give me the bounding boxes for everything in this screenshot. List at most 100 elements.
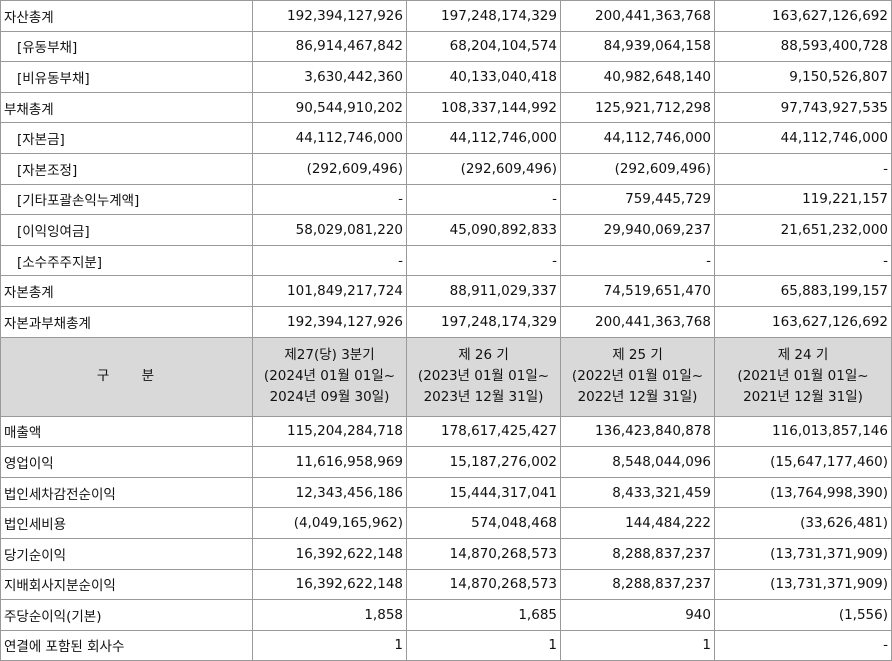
value-cell: 574,048,468 (406, 507, 561, 539)
income-statement-section: 매출액 115,204,284,718 178,617,425,427 136,423… (0, 415, 892, 661)
period-to: 2021년 12월 31일) (743, 389, 863, 406)
row-label: 지배회사지분순이익 (0, 568, 253, 601)
value-cell: 192,394,127,926 (252, 305, 407, 338)
value-cell: 8,548,044,096 (560, 446, 715, 478)
table-row: 자산총계 192,394,127,926 197,248,174,329 200,44… (0, 0, 892, 32)
period-name: 제 26 기 (458, 347, 509, 364)
value-cell: 14,870,268,573 (406, 568, 561, 601)
table-row: 영업이익 11,616,958,969 15,187,276,002 8,548,04… (0, 446, 892, 478)
value-cell: 40,982,648,140 (560, 61, 715, 93)
value-cell: 101,849,217,724 (252, 275, 407, 307)
period-to: 2023년 12월 31일) (423, 389, 544, 406)
value-cell: 88,911,029,337 (406, 275, 561, 307)
table-row: 당기순이익 16,392,622,148 14,870,268,573 8,288,8… (0, 537, 892, 570)
value-cell: (292,609,496) (252, 152, 407, 185)
value-cell: 15,187,276,002 (406, 446, 561, 478)
value-cell: 21,651,232,000 (714, 214, 892, 246)
value-cell: 14,870,268,573 (406, 537, 561, 570)
value-cell: (13,731,371,909) (714, 568, 892, 601)
value-cell: (13,731,371,909) (714, 537, 892, 570)
value-cell: 144,484,222 (560, 507, 715, 539)
row-label: 자본과부채총계 (0, 305, 253, 338)
header-period-2: 제 25 기 (2022년 01월 01일~ 2022년 12월 31일) (560, 336, 715, 417)
value-cell: 97,743,927,535 (714, 91, 892, 124)
table-row: [이익잉여금] 58,029,081,220 45,090,892,833 29,94… (0, 214, 892, 246)
value-cell: 44,112,746,000 (406, 122, 561, 154)
row-label: [소수주주지분] (0, 244, 253, 277)
value-cell: 178,617,425,427 (406, 415, 561, 448)
row-label: [자본금] (0, 122, 253, 154)
value-cell: 12,343,456,186 (252, 476, 407, 509)
value-cell: 119,221,157 (714, 183, 892, 216)
header-period-0: 제27(당) 3분기 (2024년 01월 01일~ 2024년 09월 30일… (252, 336, 407, 417)
value-cell: 1 (560, 629, 715, 661)
value-cell: 86,914,467,842 (252, 30, 407, 63)
value-cell: - (406, 244, 561, 277)
table-row: [유동부채] 86,914,467,842 68,204,104,574 84,939… (0, 30, 892, 63)
row-label: 법인세차감전순이익 (0, 476, 253, 509)
period-header-row: 구 분 제27(당) 3분기 (2024년 01월 01일~ 2024년 09월… (0, 336, 892, 417)
value-cell: (15,647,177,460) (714, 446, 892, 478)
value-cell: 108,337,144,992 (406, 91, 561, 124)
value-cell: 3,630,442,360 (252, 61, 407, 93)
row-label: 영업이익 (0, 446, 253, 478)
value-cell: (4,049,165,962) (252, 507, 407, 539)
row-label: [유동부채] (0, 30, 253, 63)
row-label: 법인세비용 (0, 507, 253, 539)
period-name: 제 24 기 (777, 347, 829, 364)
value-cell: 65,883,199,157 (714, 275, 892, 307)
header-period-1: 제 26 기 (2023년 01월 01일~ 2023년 12월 31일) (406, 336, 561, 417)
value-cell: 9,150,526,807 (714, 61, 892, 93)
value-cell: - (252, 183, 407, 216)
value-cell: 8,288,837,237 (560, 537, 715, 570)
value-cell: (292,609,496) (560, 152, 715, 185)
value-cell: - (714, 244, 892, 277)
value-cell: 45,090,892,833 (406, 214, 561, 246)
value-cell: 197,248,174,329 (406, 0, 561, 32)
value-cell: - (252, 244, 407, 277)
value-cell: (13,764,998,390) (714, 476, 892, 509)
table-row: 자본총계 101,849,217,724 88,911,029,337 74,519,… (0, 275, 892, 307)
value-cell: 197,248,174,329 (406, 305, 561, 338)
value-cell: 200,441,363,768 (560, 0, 715, 32)
period-to: 2024년 09월 30일) (269, 389, 390, 406)
balance-sheet-section: 자산총계 192,394,127,926 197,248,174,329 200,44… (0, 0, 892, 338)
row-label: 매출액 (0, 415, 253, 448)
row-label: [비유동부채] (0, 61, 253, 93)
table-row: 연결에 포함된 회사수 1 1 1- (0, 629, 892, 661)
value-cell: 8,433,321,459 (560, 476, 715, 509)
row-label: 주당순이익(기본) (0, 599, 253, 631)
row-label: [기타포괄손익누계액] (0, 183, 253, 216)
period-from: (2024년 01월 01일~ (263, 368, 396, 385)
value-cell: 1,858 (252, 599, 407, 631)
table-row: [자본조정] (292,609,496) (292,609,496) (292,609… (0, 152, 892, 185)
table-row: [자본금] 44,112,746,000 44,112,746,000 44,112,… (0, 122, 892, 154)
value-cell: 1 (406, 629, 561, 661)
table-row: [기타포괄손익누계액] - -759,445,729 119,221,157 (0, 183, 892, 216)
table-row: 법인세비용 (4,049,165,962) 574,048,468 144,484,2… (0, 507, 892, 539)
value-cell: 1 (252, 629, 407, 661)
value-cell: 136,423,840,878 (560, 415, 715, 448)
value-cell: 940 (560, 599, 715, 631)
value-cell: (292,609,496) (406, 152, 561, 185)
value-cell: 192,394,127,926 (252, 0, 407, 32)
value-cell: 125,921,712,298 (560, 91, 715, 124)
value-cell: 200,441,363,768 (560, 305, 715, 338)
row-label: 자본총계 (0, 275, 253, 307)
table-row: 매출액 115,204,284,718 178,617,425,427 136,423… (0, 415, 892, 448)
period-name: 제 25 기 (612, 347, 663, 364)
table-row: [소수주주지분] - - - - (0, 244, 892, 277)
row-label: [자본조정] (0, 152, 253, 185)
value-cell: 15,444,317,041 (406, 476, 561, 509)
value-cell: 29,940,069,237 (560, 214, 715, 246)
table-row: 부채총계 90,544,910,202 108,337,144,992 125,921… (0, 91, 892, 124)
value-cell: 116,013,857,146 (714, 415, 892, 448)
value-cell: 115,204,284,718 (252, 415, 407, 448)
header-gubun: 구 분 (0, 336, 253, 417)
value-cell: 40,133,040,418 (406, 61, 561, 93)
value-cell: 1,685 (406, 599, 561, 631)
row-label: 당기순이익 (0, 537, 253, 570)
value-cell: 44,112,746,000 (714, 122, 892, 154)
header-period-3: 제 24 기 (2021년 01월 01일~ 2021년 12월 31일) (714, 336, 892, 417)
value-cell: 84,939,064,158 (560, 30, 715, 63)
